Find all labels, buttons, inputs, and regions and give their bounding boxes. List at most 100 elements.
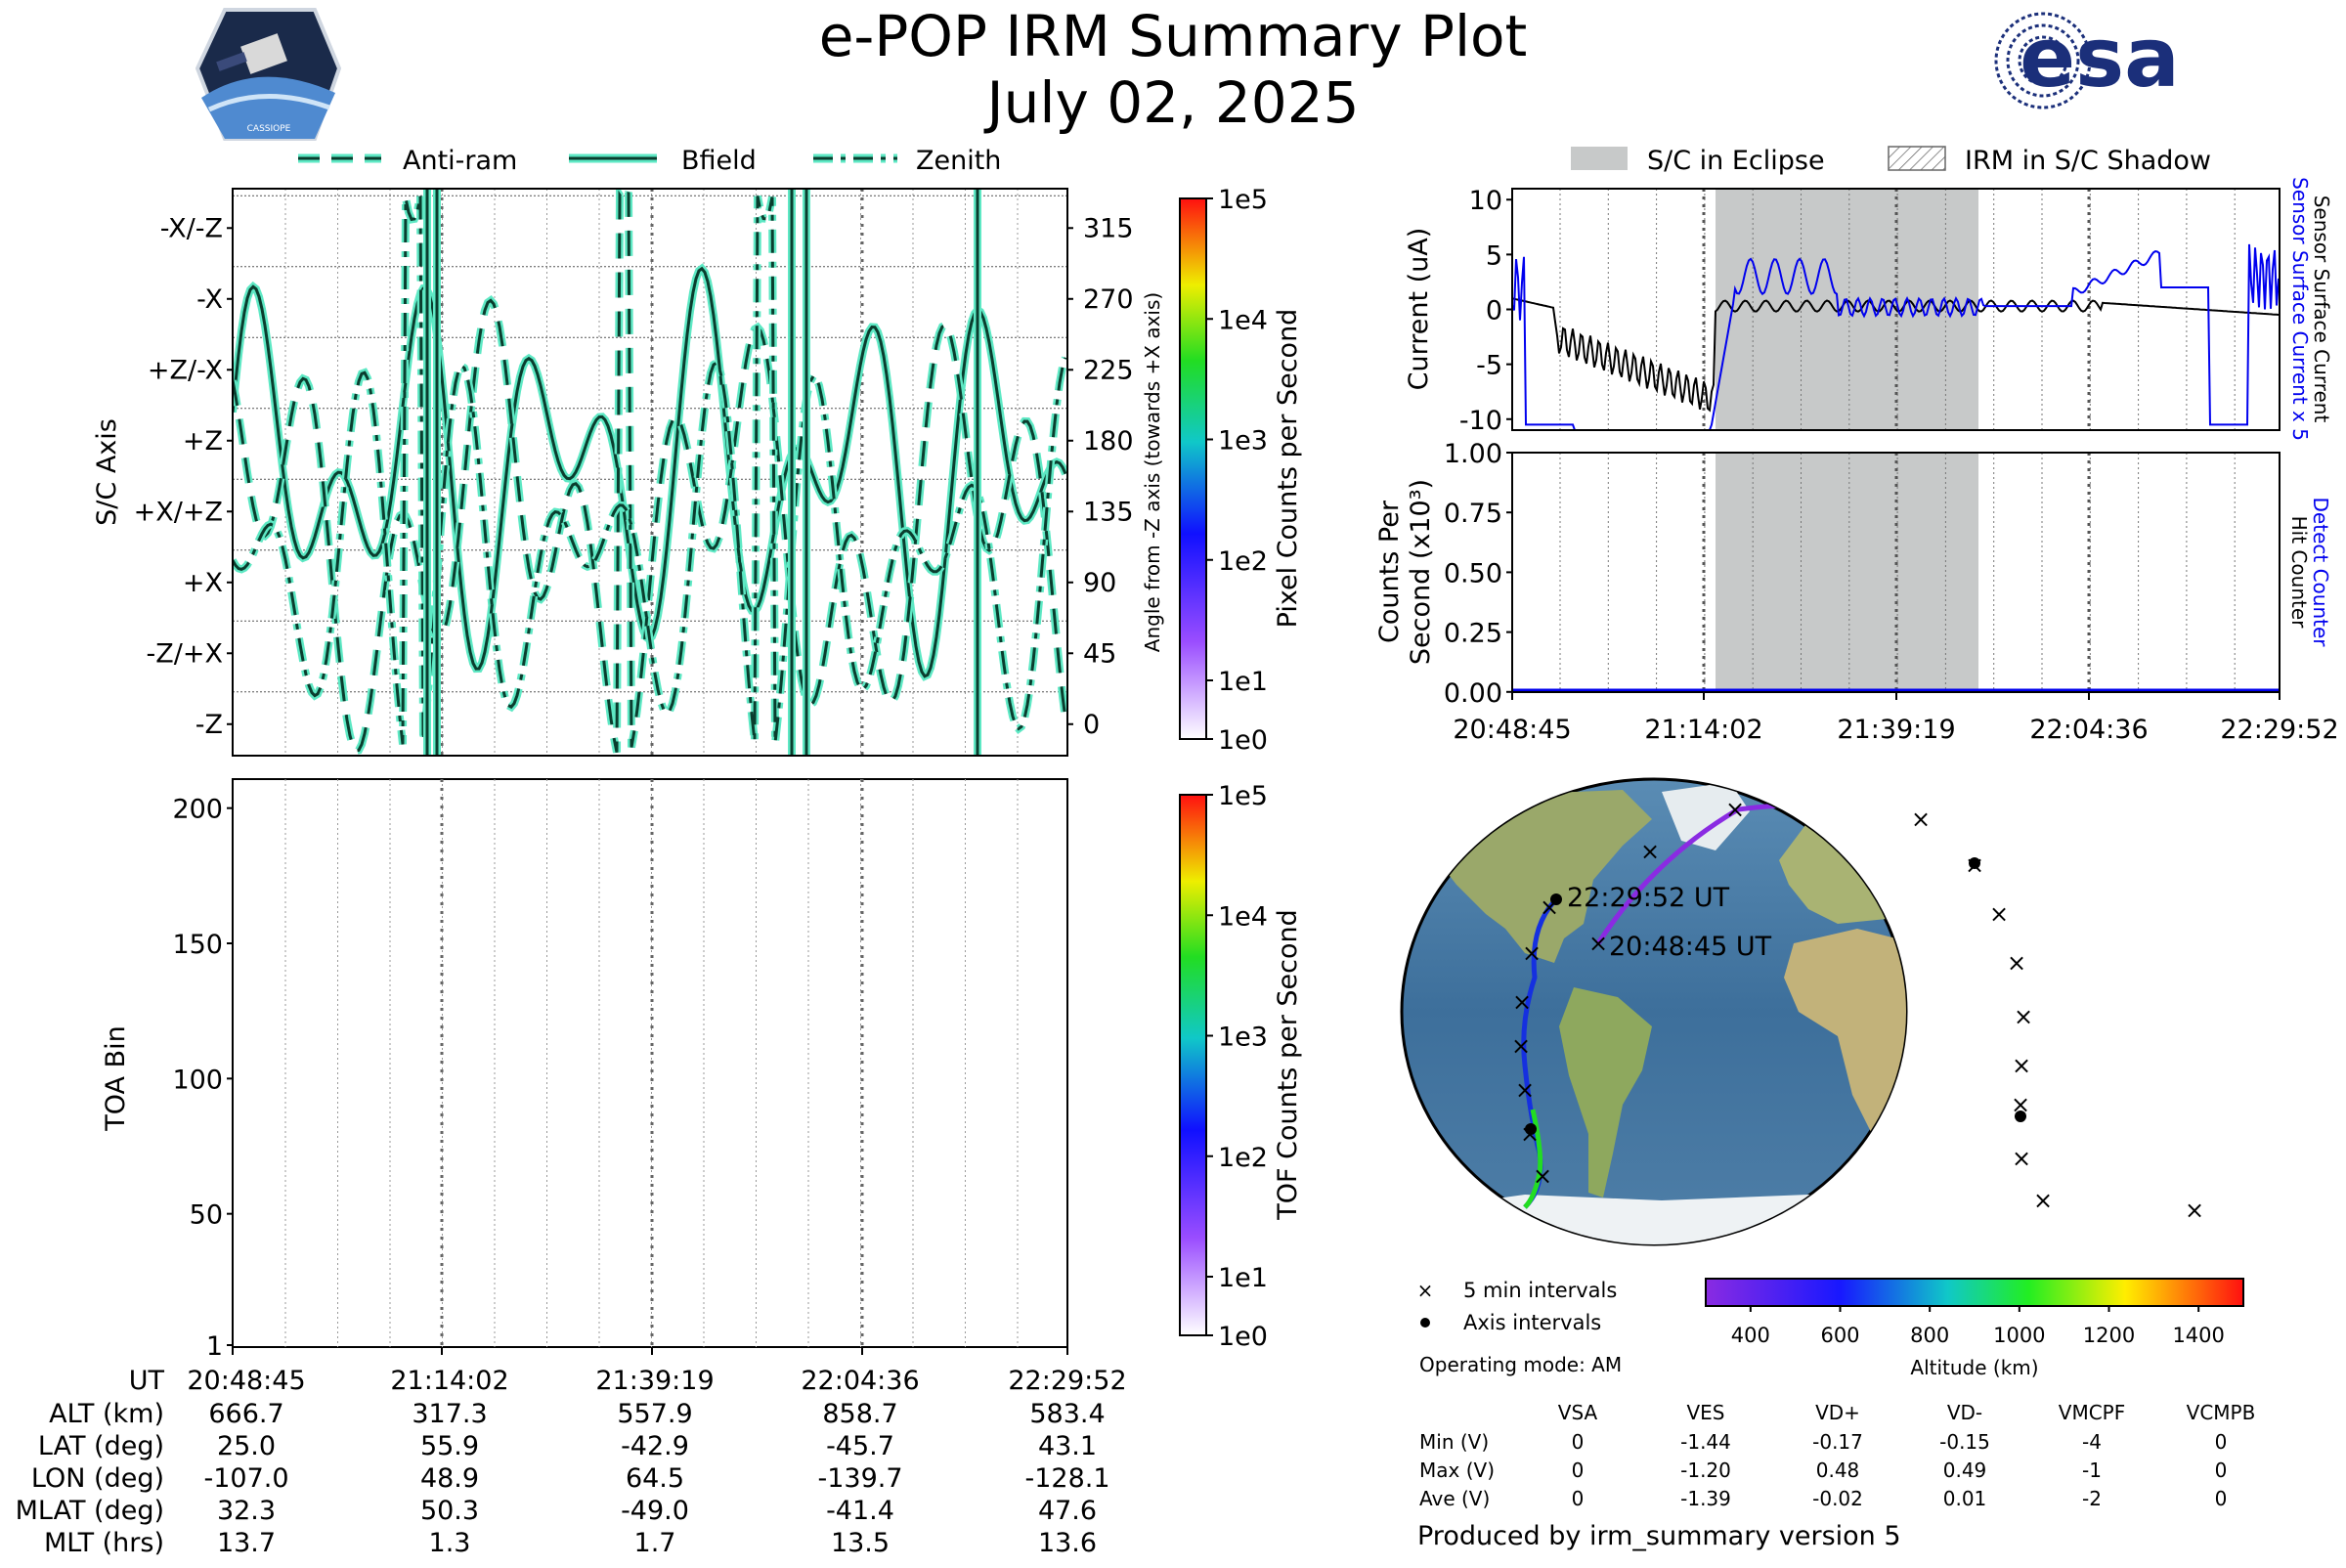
current-eclipse-band (1716, 189, 1978, 430)
attitude-plot-frame (232, 188, 1068, 757)
attitude-right-tick: 45 (1083, 638, 1116, 669)
counts-ylabel-2: Second (x10³) (1406, 479, 1436, 665)
attitude-right-tick: 180 (1083, 426, 1134, 457)
zenith-line (233, 195, 1067, 745)
toa-grid (284, 779, 1019, 1347)
counts-xtick: 21:14:02 (1644, 715, 1762, 745)
ephemeris-cell: -107.0 (203, 1463, 288, 1494)
tof-colorbar-ticks: 1e5 1e4 1e3 1e2 1e1 1e0 (1206, 781, 1268, 1352)
colorbar-tick: 1e5 (1218, 781, 1268, 811)
altitude-colorbar-ticks: 400 600 800 1000 1200 1400 (1731, 1306, 2225, 1347)
current-right-label-blue: Sensor Surface Current x 5 (2288, 177, 2312, 441)
page-title: e-POP IRM Summary Plot (819, 3, 1528, 69)
ephemeris-cell: 43.1 (1038, 1431, 1097, 1461)
ephemeris-cell: 583.4 (1029, 1399, 1105, 1429)
counts-tick: 0.00 (1444, 678, 1502, 709)
voltage-cell: -1.20 (1680, 1459, 1731, 1482)
ephemeris-cell: 13.7 (217, 1528, 276, 1558)
ephemeris-row-label: MLT (hrs) (44, 1528, 164, 1558)
colorbar-tick: 1e0 (1218, 1322, 1268, 1352)
counts-xtick: 22:29:52 (2220, 715, 2338, 745)
orbit-track (1595, 803, 1906, 1212)
counts-tick: 0.75 (1444, 499, 1502, 529)
attitude-right-tick: 135 (1083, 497, 1134, 527)
attitude-series (233, 189, 1067, 756)
attitude-left-ticks: -X/-Z -X +Z/-X +Z +X/+Z +X -Z/+X -Z (134, 213, 233, 740)
ephemeris-cell: 25.0 (217, 1431, 276, 1461)
orbit-cross-marker: × (1515, 1076, 1535, 1104)
land-africa (1784, 929, 1906, 1134)
orbit-cross-marker: × (1533, 1162, 1552, 1190)
colorbar-tick: 1e1 (1218, 667, 1268, 697)
ephemeris-cell: 13.5 (831, 1528, 890, 1558)
orbit-cross-marker: × (2012, 1145, 2031, 1172)
page-date: July 02, 2025 (983, 69, 1359, 136)
colorbar-tick: 1e0 (1218, 725, 1268, 756)
voltage-cell: -0.17 (1812, 1430, 1863, 1454)
attitude-right-ticks: 315 270 225 180 135 90 45 0 (1067, 213, 1134, 740)
orbit-axis-marker (1550, 893, 1562, 905)
counts-xticks: 20:48:45 21:14:02 21:39:19 22:04:36 22:29:52 (1453, 692, 2339, 745)
orbit-cross-marker: × (1511, 1032, 1531, 1060)
voltage-cell: 0 (2215, 1459, 2228, 1482)
ephemeris-cell: 21:39:19 (595, 1366, 714, 1396)
ephemeris-row-label: LON (deg) (31, 1463, 164, 1494)
voltage-row-label: Min (V) (1419, 1430, 1489, 1454)
toa-ylabel: TOA Bin (101, 1025, 131, 1131)
counts-right-label-black: Hit Counter (2287, 516, 2311, 629)
attitude-left-tick: -Z (196, 710, 223, 740)
legend-bfield: Bfield (681, 146, 757, 176)
orbit-axis-marker (2015, 1111, 2026, 1122)
ephemeris-cell: 557.9 (617, 1399, 692, 1429)
ephemeris-cell: 48.9 (420, 1463, 479, 1494)
counts-right-label-blue: Detect Counter (2309, 498, 2332, 648)
orbit-cross-marker: × (2007, 949, 2026, 977)
voltage-header: VSA (1558, 1401, 1598, 1424)
esa-logo: esa (1994, 10, 2180, 109)
attitude-right-tick: 0 (1083, 710, 1100, 740)
tof-colorbar-label: TOF Counts per Second (1273, 909, 1303, 1221)
ephemeris-cell: -128.1 (1024, 1463, 1109, 1494)
current-tick: 5 (1486, 240, 1502, 271)
anti-ram-line (233, 190, 1067, 753)
attitude-right-tick: 225 (1083, 355, 1134, 385)
altitude-colorbar (1705, 1278, 2244, 1307)
legend-5min-marker: × (1417, 1279, 1434, 1302)
voltage-cell: -1.39 (1680, 1487, 1731, 1510)
orbit-cross-marker: × (1911, 806, 1931, 833)
orbit-cross-marker: × (2185, 1197, 2204, 1224)
esa-logo-text: esa (2020, 10, 2180, 106)
colorbar-tick: 1e4 (1218, 901, 1268, 932)
counts-yticks: 1.00 0.75 0.50 0.25 0.00 (1444, 439, 1512, 709)
ephemeris-cell: 22:29:52 (1008, 1366, 1126, 1396)
ephemeris-row-label: ALT (km) (49, 1399, 164, 1429)
attitude-right-tick: 270 (1083, 284, 1134, 315)
attitude-right-tick: 315 (1083, 213, 1134, 243)
attitude-ylabel: S/C Axis (92, 418, 122, 526)
toa-tick: 200 (172, 795, 223, 825)
colorbar-tick: 1e1 (1218, 1263, 1268, 1293)
map-legend: × 5 min intervals Axis intervals Operati… (1417, 1279, 1622, 1376)
orbit-cross-marker: × (1522, 939, 1542, 967)
altitude-tick: 1200 (2083, 1324, 2135, 1347)
voltage-cell: -2 (2082, 1487, 2102, 1510)
ephemeris-cell: 47.6 (1038, 1496, 1097, 1526)
attitude-left-tick: +Z (183, 426, 223, 457)
attitude-right-tick: 90 (1083, 568, 1116, 598)
counts-tick: 0.25 (1444, 619, 1502, 649)
counts-grid (1559, 453, 2236, 692)
voltage-cell: 0.49 (1943, 1459, 1987, 1482)
current-right-label-black: Sensor Surface Current (2310, 196, 2333, 423)
ephemeris-cell: 21:14:02 (390, 1366, 508, 1396)
current-grid (1559, 189, 2236, 430)
current-yticks: 10 5 0 -5 -10 (1459, 186, 1512, 436)
toa-plot-frame (232, 778, 1068, 1348)
ephemeris-cell: -49.0 (621, 1496, 689, 1526)
current-tick: 0 (1486, 296, 1502, 327)
current-tick: 10 (1469, 186, 1502, 216)
attitude-left-tick: +Z/-X (148, 355, 223, 385)
voltage-header: VD- (1947, 1401, 1982, 1424)
ephemeris-cell: 1.7 (634, 1528, 676, 1558)
world-map: ×××××××××××××××××××× 20:48:45 UT 22:29:5… (1400, 777, 2204, 1246)
current-ylabel: Current (uA) (1404, 228, 1434, 391)
